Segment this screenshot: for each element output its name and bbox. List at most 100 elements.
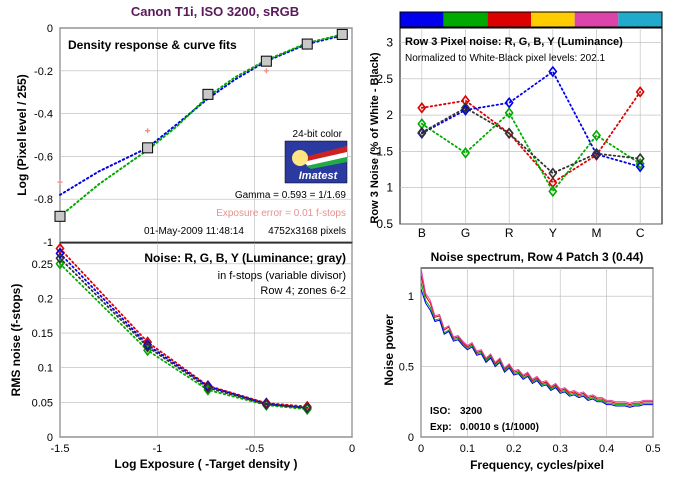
row3-line-green [420, 111, 642, 193]
density-y-tick-0: 0 [47, 23, 53, 35]
spectrum-y-ticks: 00.51 [399, 291, 414, 444]
density-legend-title: Density response & curve fits [68, 38, 237, 52]
row3-patch-frame [399, 11, 663, 28]
row3-point-gray-3 [548, 167, 558, 179]
noise-fstops-point-gray-1 [143, 341, 153, 353]
row3-point-green-4 [591, 129, 602, 142]
row3-point-green-3 [548, 185, 558, 198]
noise-fstops-point-gray-3 [261, 398, 271, 411]
row3-point-green-1 [460, 147, 471, 159]
row3-patch-cyan [618, 12, 662, 27]
spectrum-grid [420, 268, 654, 438]
spectrum-x-tick-2: 0.2 [506, 443, 521, 455]
row3-line-gray [420, 106, 642, 175]
row3-note: Normalized to White-Black pixel levels: … [405, 53, 606, 64]
density-points [54, 28, 348, 222]
density-y-tick-3: -0.6 [34, 151, 53, 163]
row3-y-tick-0: 0.5 [376, 217, 393, 231]
density-y-label: Log (Pixel level / 255) [15, 74, 29, 195]
row3-line-red [420, 91, 642, 184]
spectrum-x-label: Frequency, cycles/pixel [470, 458, 604, 472]
density-y-tick-1: -0.2 [34, 66, 53, 78]
exposure-error-annotation: Exposure error = 0.01 f-stops [216, 208, 346, 219]
row3-x-tick-2: R [505, 226, 514, 240]
row3-point-red-5 [635, 86, 645, 98]
noise-fstops-x-tick-0: -1.5 [51, 443, 70, 455]
spectrum-y-tick-0: 0 [408, 432, 414, 444]
logo-caption: 24-bit color [293, 129, 343, 140]
logo-swoosh-white [303, 152, 347, 166]
spectrum-line-magenta [421, 268, 653, 404]
noise-fstops-y-tick-1: 0.05 [32, 397, 53, 409]
density-point-5 [336, 28, 348, 40]
density-point-3 [260, 55, 272, 67]
row3-line-blue [420, 70, 642, 168]
spectrum-x-tick-5: 0.5 [645, 443, 660, 455]
noise-fstops-x-label: Log Exposure ( -Target density ) [114, 457, 297, 471]
noise-fstops-y-tick-5: 0.25 [32, 259, 53, 271]
iso-value: 3200 [460, 406, 483, 417]
noise-fstops-point-blue-1 [143, 339, 153, 351]
row3-point-gray-4 [591, 147, 602, 160]
row3-plot-area [399, 27, 663, 225]
spectrum-line-blue [421, 288, 653, 408]
density-y-tick-4: -0.8 [34, 194, 53, 206]
iso-label: ISO: [430, 406, 451, 417]
noise-fstops-grid [59, 243, 353, 438]
spectrum-plot-area [420, 267, 654, 438]
noise-fstops-panel: 0 0.05 0.1 0.15 0.2 0.25 -1.5 -1 -0.5 0 RMS nois… [9, 242, 355, 471]
noise-fstops-point-gray-2 [203, 382, 213, 394]
row3-legend-title: Row 3 Pixel noise: R, G, B, Y (Luminance… [405, 36, 623, 48]
figure-title: Canon T1i, ISO 3200, sRGB [131, 4, 299, 19]
row3-patch-green [443, 12, 488, 27]
noise-fstops-x-tick-3: 0 [349, 443, 355, 455]
imatest-logo: 24-bit color Imatest [284, 129, 348, 184]
row3-patch-magenta [574, 12, 619, 27]
row3-point-gray-0 [417, 126, 427, 139]
noise-fstops-note-2: Row 4; zones 6-2 [260, 285, 346, 297]
row3-y-label: Row 3 Noise (% of White - Black) [369, 52, 381, 223]
noise-fstops-plot-area [59, 242, 353, 438]
spectrum-series [421, 268, 653, 408]
spectrum-line-red [421, 274, 653, 406]
logo-brand: Imatest [299, 170, 339, 182]
spectrum-y-tick-1: 0.5 [399, 362, 414, 374]
exp-label: Exp: [430, 422, 452, 433]
row3-patch-red [487, 12, 531, 27]
noise-fstops-y-tick-2: 0.1 [38, 363, 53, 375]
spectrum-panel: Noise spectrum, Row 4 Patch 3 (0.44) 00.… [382, 250, 661, 472]
date-annotation: 01-May-2009 11:48:14 [144, 226, 244, 237]
density-panel: 0 -0.2 -0.4 -0.6 -0.8 -1 Log (Pixel level / 2… [15, 23, 353, 249]
noise-fstops-point-blue-2 [203, 380, 213, 393]
density-pink-point-2 [263, 68, 269, 74]
pixels-annotation: 4752x3168 pixels [268, 226, 346, 237]
spectrum-x-tick-0: 0 [418, 443, 424, 455]
density-pink-point-0 [57, 179, 63, 185]
spectrum-y-label: Noise power [382, 314, 396, 386]
row3-grid [400, 28, 662, 225]
noise-fstops-y-tick-3: 0.15 [32, 328, 53, 340]
row3-x-tick-0: B [418, 226, 426, 240]
noise-fstops-point-gray-4 [302, 402, 312, 414]
row3-point-gray-5 [635, 152, 645, 165]
row3-point-red-0 [417, 102, 427, 114]
density-grid [59, 27, 353, 243]
spectrum-line-green [421, 281, 653, 407]
row3-point-blue-3 [548, 65, 558, 78]
density-point-2 [202, 88, 214, 100]
row3-x-tick-4: M [592, 226, 602, 240]
row3-series [417, 65, 645, 198]
density-y-ticks: 0 -0.2 -0.4 -0.6 -0.8 -1 [34, 23, 53, 249]
noise-fstops-y-ticks: 0 0.05 0.1 0.15 0.2 0.25 [32, 259, 53, 444]
noise-fstops-point-green-0 [55, 257, 65, 270]
row3-x-tick-5: C [636, 226, 645, 240]
row3-y-tick-1: 1 [386, 181, 393, 195]
noise-fstops-series [55, 242, 312, 416]
spectrum-x-tick-3: 0.3 [553, 443, 568, 455]
noise-fstops-line-gray [59, 257, 309, 409]
spectrum-x-tick-1: 0.1 [460, 443, 475, 455]
noise-fstops-y-tick-4: 0.2 [38, 293, 53, 305]
exp-value: 0.0010 s (1/1000) [460, 422, 539, 433]
logo-sun-icon [292, 150, 308, 166]
